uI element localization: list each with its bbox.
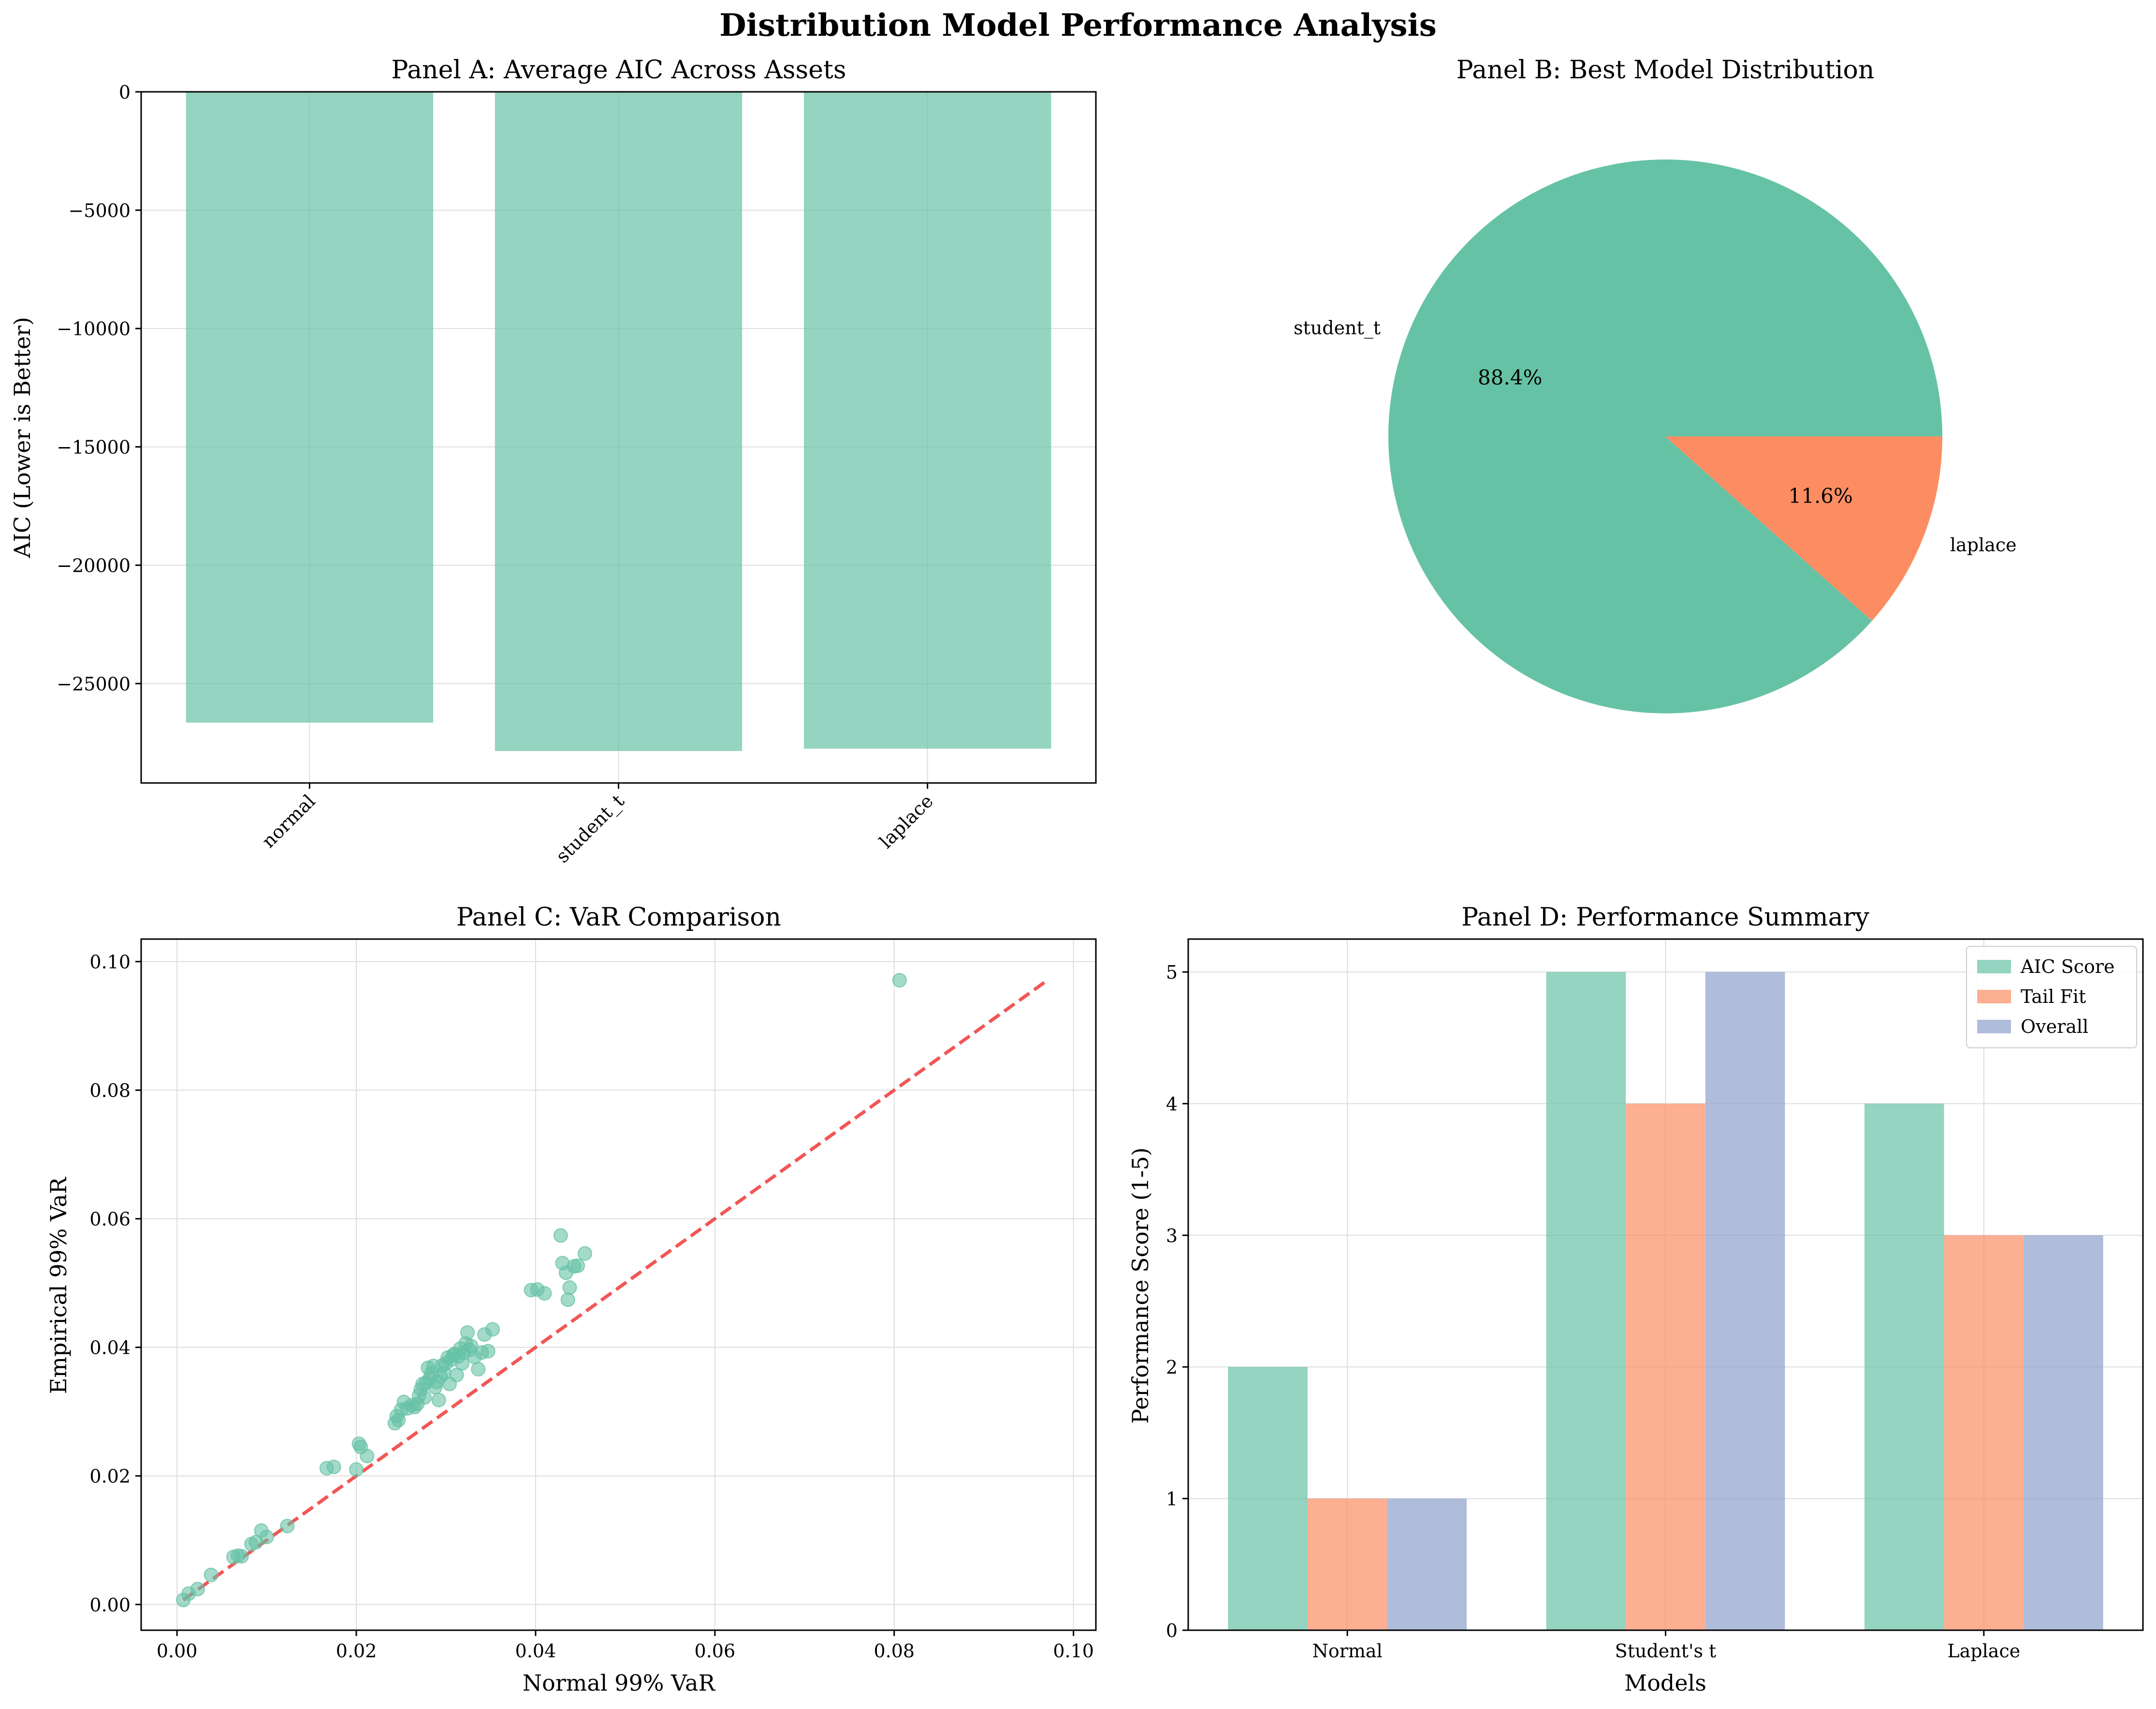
panel-c-point [481, 1344, 495, 1359]
panel-d-bar-aic-score [1228, 1367, 1308, 1630]
panel-b-title: Panel B: Best Model Distribution [1457, 56, 1875, 85]
panel-c-point [553, 1228, 568, 1243]
panel-d-bar-tail-fit [1307, 1498, 1387, 1630]
panel-c-point [259, 1530, 274, 1545]
panel-c-y-label: Empirical 99% VaR [45, 1176, 72, 1394]
panel-d-bar-aic-score [1864, 1103, 1944, 1630]
panel-a-ytick-label: −20000 [57, 555, 131, 576]
panel-d-legend-label: AIC Score [2020, 956, 2114, 977]
panel-c-xtick-label: 0.08 [874, 1640, 915, 1662]
panel-c-xtick-label: 0.02 [336, 1640, 377, 1662]
figure-title: Distribution Model Performance Analysis [719, 7, 1437, 43]
panel-d-ytick-label: 3 [1166, 1225, 1178, 1246]
panel-c-x-label: Normal 99% VaR [523, 1670, 716, 1696]
panel-c-point [417, 1390, 432, 1405]
panel-d-legend-swatch [1977, 1020, 2011, 1033]
panel-a-ytick-label: 0 [119, 82, 131, 103]
panel-c-xtick-label: 0.00 [157, 1640, 198, 1662]
panel-c-xtick-label: 0.06 [695, 1640, 736, 1662]
panel-c-point [471, 1361, 486, 1376]
panel-c-point [349, 1462, 364, 1477]
panel-c-point [537, 1286, 552, 1301]
panel-a-ytick-label: −10000 [57, 319, 131, 340]
panel-a-bar-student_t [495, 92, 743, 751]
panel-d-bar-overall [2024, 1235, 2103, 1630]
panel-d: Panel D: Performance Summary Models Perf… [1127, 903, 2144, 1696]
panel-d-legend-swatch [1977, 990, 2011, 1003]
panel-c-ytick-label: 0.04 [89, 1337, 131, 1359]
panel-c-point [190, 1581, 205, 1596]
panel-d-xtick-label: Student's t [1615, 1640, 1717, 1662]
panel-d-xtick-label: Laplace [1947, 1640, 2020, 1662]
panel-c-point [326, 1460, 341, 1475]
panel-b-label-laplace: laplace [1950, 535, 2017, 556]
panel-c-frame [140, 938, 1097, 1631]
panel-b-pct-laplace: 11.6% [1789, 484, 1853, 508]
panel-d-x-label: Models [1624, 1670, 1706, 1696]
panel-c-ytick-label: 0.02 [89, 1466, 131, 1487]
panel-c-point [360, 1448, 375, 1463]
panel-c-ytick-label: 0.08 [89, 1080, 131, 1101]
panel-b-label-student_t: student_t [1294, 317, 1381, 339]
panel-a-ytick-label: −5000 [68, 200, 131, 221]
panel-a-bar-normal [186, 92, 434, 723]
panel-c-ytick-label: 0.00 [89, 1594, 131, 1616]
panel-c-point [431, 1392, 446, 1407]
panel-c-point [460, 1325, 475, 1340]
panel-d-ytick-label: 4 [1166, 1093, 1178, 1115]
panel-d-ytick-label: 5 [1166, 962, 1178, 983]
panel-a-title: Panel A: Average AIC Across Assets [391, 56, 846, 85]
panel-d-title: Panel D: Performance Summary [1461, 903, 1869, 932]
panel-a: Panel A: Average AIC Across Assets AIC (… [9, 56, 1097, 867]
panel-d-ytick-label: 0 [1166, 1620, 1178, 1641]
panel-c-point [570, 1258, 585, 1273]
panel-d-legend: AIC Score Tail Fit Overall [1966, 946, 2137, 1048]
panel-d-y-label: Performance Score (1-5) [1127, 1147, 1153, 1424]
panel-c-point [562, 1280, 577, 1295]
panel-b: Panel B: Best Model Distribution student… [1294, 56, 2017, 714]
panel-c-reference-line [182, 979, 1048, 1602]
panel-d-legend-label: Overall [2021, 1016, 2088, 1037]
panel-d-legend-label: Tail Fit [2021, 986, 2086, 1007]
panel-c-point [234, 1549, 249, 1564]
panel-c-point [577, 1246, 592, 1261]
panel-d-bar-overall [1387, 1498, 1467, 1630]
panel-c-point [204, 1567, 219, 1582]
panel-c-point [280, 1519, 295, 1534]
panel-a-ytick-label: −25000 [57, 673, 131, 695]
panel-b-slice-student_t [1388, 159, 1942, 714]
panel-c-point [560, 1292, 575, 1307]
panel-d-ytick-label: 1 [1166, 1489, 1178, 1510]
panel-d-bar-aic-score [1546, 972, 1626, 1630]
panel-d-xtick-label: Normal [1312, 1640, 1383, 1662]
panel-c-xtick-label: 0.10 [1053, 1640, 1094, 1662]
panel-c-xtick-label: 0.04 [515, 1640, 556, 1662]
panel-a-bar-laplace [803, 92, 1051, 749]
panel-c-ytick-label: 0.10 [89, 952, 131, 973]
panel-c-point [485, 1322, 500, 1337]
panel-c-point [892, 973, 907, 988]
panel-d-ytick-label: 2 [1166, 1357, 1178, 1378]
panel-c-title: Panel C: VaR Comparison [456, 903, 781, 932]
panel-c-ytick-label: 0.06 [89, 1209, 131, 1230]
panel-b-slice-laplace [1665, 436, 1942, 621]
panel-a-ytick-label: −15000 [57, 437, 131, 458]
panel-a-y-label: AIC (Lower is Better) [9, 317, 35, 559]
panel-d-bar-overall [1705, 972, 1785, 1630]
panel-d-bar-tail-fit [1626, 1103, 1705, 1630]
panel-d-legend-swatch [1977, 960, 2011, 973]
panel-b-pct-student_t: 88.4% [1478, 365, 1542, 389]
panel-c: Panel C: VaR Comparison Normal 99% VaR E… [45, 903, 1097, 1696]
panel-d-bar-tail-fit [1944, 1235, 2024, 1630]
